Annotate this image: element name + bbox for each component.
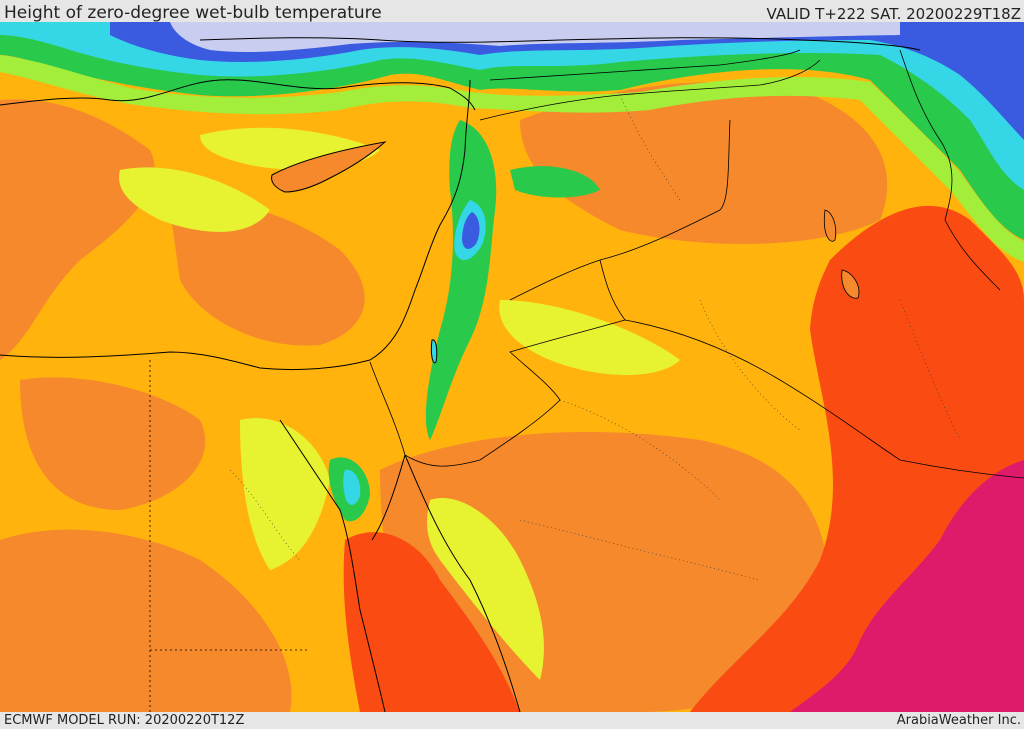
field-orange-southwest: [0, 529, 292, 712]
field-cyan-sinai: [343, 469, 361, 505]
field-magenta-southeast: [790, 460, 1024, 712]
field-yellow-jordan: [499, 300, 680, 375]
field-yellow-cyprus-plume: [119, 167, 271, 232]
field-blue-lebanon: [462, 212, 480, 249]
field-green-north: [0, 22, 1024, 240]
field-orange-east: [520, 81, 888, 244]
field-yellow-sinai: [240, 418, 330, 570]
valid-time-label: VALID T+222 SAT. 20200229T18Z: [766, 5, 1021, 23]
footer-bar: ECMWF MODEL RUN: 20200220T12Z ArabiaWeat…: [0, 712, 1024, 729]
field-lavender-black-sea: [170, 22, 900, 53]
island-cyprus: [271, 141, 387, 193]
field-redorange-redsea: [343, 532, 520, 712]
field-green-turkey-east: [510, 166, 600, 198]
border-iraq-saudi: [624, 319, 1024, 479]
field-yellow-hejaz: [427, 498, 544, 680]
field-blue-north: [110, 22, 1024, 140]
forecast-map: [0, 22, 1024, 712]
field-cyan-north: [0, 22, 1024, 190]
coast-red-sea-west: [279, 419, 386, 712]
border-sinai: [369, 361, 406, 456]
map-canvas: [0, 22, 1024, 712]
field-orange-egypt: [20, 377, 206, 510]
field-orange-south: [380, 431, 830, 712]
header-bar: Height of zero-degree wet-bulb temperatu…: [0, 0, 1024, 23]
sea-mediterranean: [0, 79, 471, 371]
coast-red-sea-east: [404, 454, 521, 712]
border-syria-iraq: [489, 49, 801, 301]
field-orange-west: [0, 99, 155, 361]
lake-razzaza: [841, 269, 860, 299]
border-jordan-saudi: [404, 259, 626, 467]
field-green-levant: [425, 120, 497, 440]
dead-sea: [430, 339, 438, 364]
lake-tharthar: [823, 209, 837, 242]
credit-label: ArabiaWeather Inc.: [896, 713, 1021, 728]
border-turkey-syria: [479, 59, 821, 121]
field-lightgreen-north-edge: [0, 55, 1024, 262]
map-title: Height of zero-degree wet-bulb temperatu…: [4, 3, 382, 23]
coast-turkey-south: [0, 79, 476, 111]
model-run-label: ECMWF MODEL RUN: 20200220T12Z: [4, 713, 245, 728]
border-iran-iraq: [899, 49, 1001, 291]
border-admin-dotted: [229, 94, 961, 581]
coast-gulf-aqaba: [371, 454, 406, 541]
field-orange-central-sea: [170, 203, 365, 346]
coast-black-sea: [199, 37, 921, 51]
